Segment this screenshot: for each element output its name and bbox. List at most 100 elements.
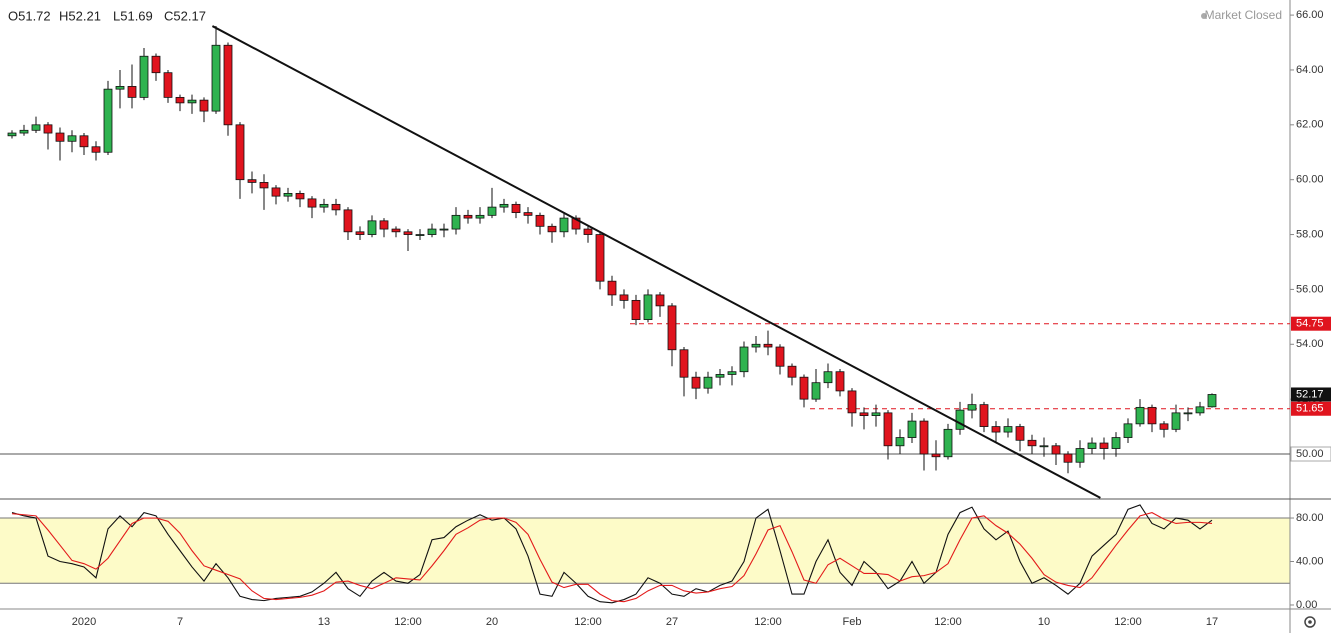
y-tick-label: 64.00	[1296, 64, 1324, 76]
candle-body	[367, 220, 377, 235]
candle-body	[571, 217, 581, 230]
stoch-y-tick-label: 40.00	[1296, 555, 1324, 567]
x-tick-label: 12:00	[574, 616, 602, 628]
candle-body	[907, 420, 917, 438]
legend-close: C52.17	[164, 8, 206, 23]
legend-high: H52.21	[59, 8, 101, 23]
candle-body	[1099, 442, 1109, 449]
candle-body	[799, 376, 809, 400]
candle-body	[1051, 445, 1061, 455]
candle-body	[1087, 442, 1097, 449]
candle-body	[187, 99, 197, 104]
candle-body	[1135, 406, 1145, 425]
candle-body	[223, 44, 233, 126]
candle-body	[943, 428, 953, 458]
candle-body	[535, 214, 545, 227]
candle-body	[715, 374, 725, 378]
candle-body	[55, 132, 65, 142]
candle-body	[979, 404, 989, 427]
candle-body	[631, 299, 641, 320]
candle-body	[931, 453, 941, 458]
candle-body	[403, 231, 413, 235]
candle-body	[1015, 426, 1025, 441]
candle-body	[307, 198, 317, 208]
y-tick-label: 58.00	[1296, 228, 1324, 240]
candle-body	[955, 409, 965, 430]
candle-body	[499, 203, 509, 208]
candle-body	[79, 135, 89, 148]
candle-body	[463, 214, 473, 219]
candle-body	[343, 209, 353, 233]
candle-body	[199, 99, 209, 112]
candle-body	[811, 382, 821, 400]
candle-body	[379, 220, 389, 230]
candle-body	[595, 234, 605, 282]
y-tick-label: 56.00	[1296, 283, 1324, 295]
layer-back	[0, 517, 1290, 584]
legend-open: O51.72	[8, 8, 51, 23]
candle-body	[883, 412, 893, 447]
stoch-band	[0, 518, 1290, 584]
candle-body	[127, 86, 137, 98]
candle-body	[247, 179, 257, 183]
candle-body	[691, 376, 701, 389]
candle-body	[703, 376, 713, 389]
candle-body	[1075, 448, 1085, 463]
x-tick-label: 12:00	[1114, 616, 1142, 628]
candle-body	[967, 404, 977, 411]
candle-body	[1159, 423, 1169, 430]
y-tick-label: 66.00	[1296, 9, 1324, 21]
candle-body	[763, 343, 773, 348]
status-dot	[1201, 13, 1207, 19]
stoch-y-tick-label: 80.00	[1296, 512, 1324, 524]
candle-body	[439, 228, 449, 231]
candle-body	[1183, 412, 1193, 415]
x-tick-label: 17	[1206, 616, 1218, 628]
candle-body	[1207, 394, 1217, 408]
candle-body	[295, 193, 305, 200]
price-level-label: 54.75	[1296, 318, 1324, 330]
candle-body	[7, 132, 17, 137]
stoch-y-tick-label: 0.00	[1296, 599, 1317, 611]
candle-body	[319, 203, 329, 208]
x-tick-label: 12:00	[754, 616, 782, 628]
candle-body	[1063, 453, 1073, 463]
legend-low: L51.69	[113, 8, 153, 23]
candle-body	[331, 203, 341, 211]
x-tick-label: 7	[177, 616, 183, 628]
candle-body	[919, 420, 929, 455]
settings-icon[interactable]	[1304, 616, 1316, 628]
candle-body	[607, 280, 617, 296]
candle-body	[859, 412, 869, 417]
candle-body	[679, 349, 689, 378]
x-tick-label: 13	[318, 616, 330, 628]
candle-body	[871, 412, 881, 417]
candle-body	[151, 55, 161, 74]
candle-body	[355, 231, 365, 235]
x-tick-label: 10	[1038, 616, 1050, 628]
candle-body	[643, 294, 653, 320]
candle-body	[667, 305, 677, 351]
candle-body	[823, 371, 833, 384]
candle-body	[19, 129, 29, 134]
y-tick-label: 60.00	[1296, 174, 1324, 186]
candle-body	[91, 146, 101, 153]
candle-body	[727, 371, 737, 375]
stoch-line	[11, 504, 1213, 604]
market-status: Market Closed	[1205, 8, 1282, 22]
candle-body	[259, 182, 269, 189]
candle-body	[283, 193, 293, 197]
candle-body	[991, 426, 1001, 433]
y-tick-label: 54.00	[1296, 338, 1324, 350]
price-level-box	[1291, 401, 1331, 416]
candle-body	[619, 294, 629, 301]
last-price-label: 52.17	[1296, 388, 1324, 400]
candle-body	[547, 225, 557, 233]
stoch-line	[11, 511, 1213, 603]
price-level-box	[1290, 446, 1331, 462]
candle-body	[583, 228, 593, 235]
candle-body	[103, 88, 113, 153]
candle-body	[1195, 406, 1205, 414]
candle-body	[475, 214, 485, 219]
